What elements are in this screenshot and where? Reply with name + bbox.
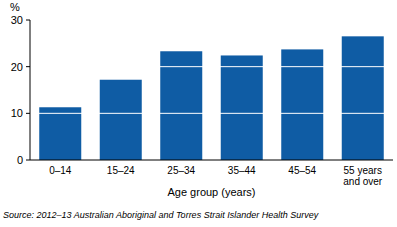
y-tick — [26, 20, 30, 21]
y-axis-label: % — [10, 1, 20, 13]
y-tick-label: 0 — [17, 154, 23, 166]
y-tick-label: 30 — [11, 14, 23, 26]
y-tick-label: 10 — [11, 107, 23, 119]
x-tick-label: 25–34 — [154, 165, 208, 176]
bar — [100, 80, 142, 160]
chart-svg: 0 10 20 30% Age group (years) Source: 2012–13… — [0, 0, 397, 227]
y-axis — [30, 20, 31, 160]
y-tick — [26, 66, 30, 67]
bars — [39, 36, 384, 160]
y-tick — [26, 160, 30, 161]
grid-line — [30, 113, 393, 114]
bar — [342, 36, 384, 160]
bar — [281, 49, 323, 160]
x-tick-label: 45–54 — [275, 165, 329, 176]
grid-line — [30, 66, 393, 67]
x-axis-label: Age group (years) — [167, 186, 255, 198]
y-tick — [26, 113, 30, 114]
bar — [160, 51, 202, 160]
bar — [221, 55, 263, 160]
x-axis — [30, 160, 393, 161]
bar — [39, 107, 81, 160]
grid-line — [30, 20, 393, 21]
x-tick-label: 35–44 — [215, 165, 269, 176]
chart-root: 0 10 20 30% Age group (years) Source: 2012–13… — [0, 0, 397, 227]
x-tick-label: 55 years and over — [336, 165, 390, 187]
source-note: Source: 2012–13 Australian Aboriginal an… — [3, 210, 319, 220]
x-tick-label: 0–14 — [33, 165, 87, 176]
y-tick-label: 20 — [11, 61, 23, 73]
x-tick-label: 15–24 — [94, 165, 148, 176]
